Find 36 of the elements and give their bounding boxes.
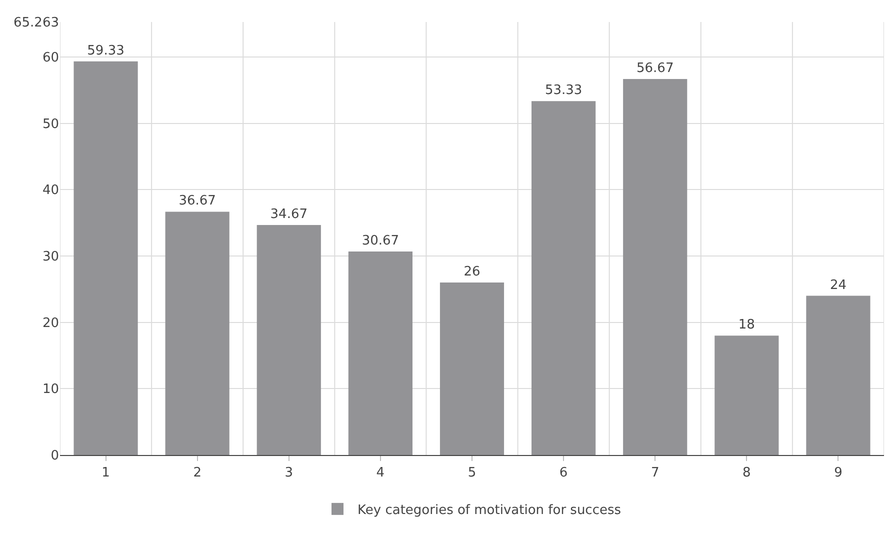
bar [623,79,688,455]
data-label: 56.67 [636,61,674,76]
bar [348,252,412,455]
x-tick-label: 3 [284,466,294,481]
x-tick-label: 7 [650,466,660,481]
bar [165,212,230,455]
x-tick-label: 4 [376,466,385,481]
bar [74,61,138,455]
x-tick-label: 6 [559,466,568,481]
data-label: 24 [830,278,846,293]
y-tick-label: 50 [42,116,59,132]
y-tick-label: 30 [42,250,59,265]
x-tick-label: 1 [102,466,110,481]
bar [806,296,870,455]
data-label: 30.67 [362,234,400,249]
data-label: 34.67 [270,206,308,222]
data-label: 59.33 [87,43,124,58]
data-label: 36.67 [178,194,216,209]
y-tick-label: 65.263 [14,16,59,31]
x-tick-label: 5 [468,466,476,481]
data-label: 18 [738,318,755,333]
y-tick-label: 20 [42,316,59,331]
x-tick-label: 2 [193,466,202,481]
y-tick-label: 60 [42,50,59,66]
bar [532,101,596,455]
legend-label: Key categories of motivation for success [358,502,622,518]
y-tick-label: 10 [42,382,59,398]
y-tick-label: 40 [42,183,59,198]
bar [440,282,504,455]
bar [714,336,779,455]
bar [256,224,321,455]
x-tick-label: 9 [834,466,842,481]
data-label: 26 [464,264,480,280]
y-tick-label: 0 [50,448,59,464]
x-tick-label: 8 [742,466,751,481]
data-label: 53.33 [544,83,582,98]
